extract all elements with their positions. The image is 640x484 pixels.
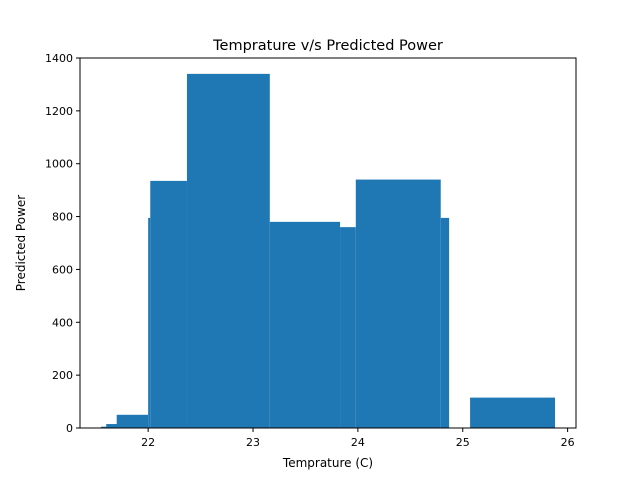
bar-1 (106, 424, 119, 428)
y-tick-label: 1400 (45, 52, 73, 65)
bar-9 (440, 217, 450, 428)
y-tick-label: 400 (52, 316, 73, 329)
y-axis-label: Predicted Power (14, 195, 28, 291)
bar-7 (340, 227, 356, 428)
bar-8 (355, 179, 441, 428)
bar-4 (150, 180, 187, 428)
bar-5 (186, 73, 270, 429)
x-tick-label: 25 (456, 436, 470, 449)
y-axis-ticks: 0 200 400 600 800 1000 1200 1400 (45, 52, 80, 435)
chart-title: Temprature v/s Predicted Power (212, 38, 443, 54)
y-tick-label: 200 (52, 369, 73, 382)
x-axis-ticks: 22 23 24 25 26 (141, 428, 575, 449)
y-tick-label: 1000 (45, 158, 73, 171)
bar-3 (148, 217, 151, 428)
y-tick-label: 600 (52, 263, 73, 276)
y-tick-label: 800 (52, 211, 73, 224)
bar-2 (116, 414, 149, 428)
bars-layer (100, 73, 556, 429)
y-tick-label: 1200 (45, 105, 73, 118)
x-axis-label: Temprature (C) (282, 456, 373, 470)
x-tick-label: 23 (246, 436, 260, 449)
bar-10 (470, 397, 556, 428)
x-tick-label: 24 (351, 436, 365, 449)
plot-frame (79, 57, 577, 429)
x-tick-label: 22 (141, 436, 155, 449)
bar-6 (269, 221, 341, 428)
y-tick-label: 0 (66, 422, 73, 435)
bar-0 (100, 426, 112, 428)
x-tick-label: 26 (561, 436, 575, 449)
